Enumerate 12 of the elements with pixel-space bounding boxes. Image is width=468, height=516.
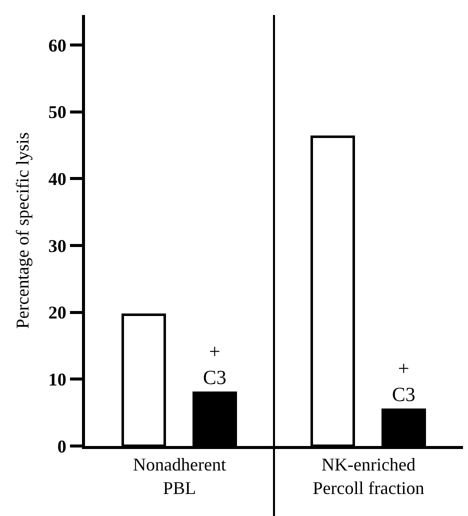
y-tick-label: 30 <box>48 236 66 256</box>
x-tick-label: NK-enriched Percoll fraction <box>312 454 424 498</box>
annotation: + C3 <box>203 341 226 389</box>
x-tick-label: Nonadherent PBL <box>133 454 226 498</box>
y-tick-label: 10 <box>48 369 66 390</box>
y-tick-label: 0 <box>57 436 66 456</box>
y-axis-title: Percentage of specific lysis <box>12 132 33 329</box>
y-tick-label: 20 <box>48 302 66 323</box>
annotation: + C3 <box>392 358 416 406</box>
y-tick-label: 40 <box>48 169 66 190</box>
y-tick-label: 60 <box>48 35 66 56</box>
y-tick-label: 50 <box>48 102 66 122</box>
